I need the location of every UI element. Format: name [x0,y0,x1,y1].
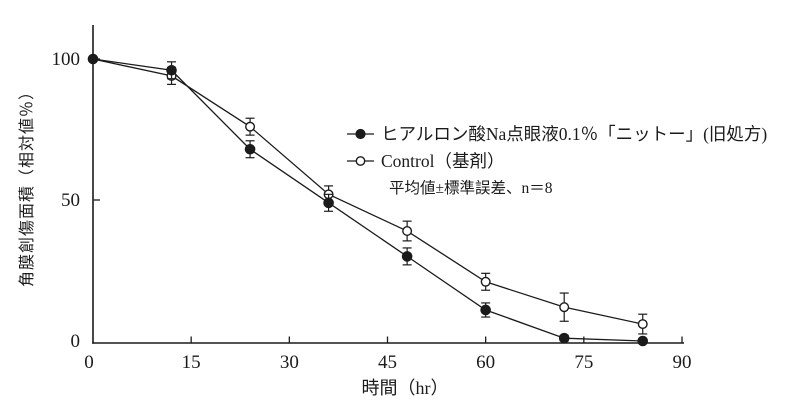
stats-note: 平均値±標準誤差、n＝8 [389,180,553,197]
x-tick-label: 45 [378,352,397,373]
data-point-treatment [87,53,99,65]
data-point-treatment [637,335,649,347]
data-point-control [637,319,648,330]
x-tick-label: 75 [574,352,593,373]
y-tick-label: 50 [61,190,80,211]
data-point-treatment [480,304,491,316]
legend: ヒアルロン酸Na点眼液0.1％「ニットー」(旧処方) Control（基剤） 平… [347,120,767,198]
data-point-treatment [323,197,334,209]
data-point-control [559,302,570,313]
data-point-control [480,276,491,287]
y-axis-title: 角膜創傷面積（相対値％） [19,82,36,288]
series-line-treatment [92,58,643,342]
x-tick-label: 90 [673,352,692,373]
data-point-control [402,226,413,237]
x-tick-label: 15 [182,352,201,373]
x-tick-label: 0 [84,352,94,373]
x-axis-title: 時間（hr） [361,378,449,398]
x-tick-label: 30 [280,352,299,373]
data-point-treatment [401,251,413,262]
data-point-treatment [166,64,177,76]
y-tick-label: 100 [52,49,81,70]
legend-label-treatment: ヒアルロン酸Na点眼液0.1％「ニットー」(旧処方) [381,124,768,144]
data-point-control [245,121,256,132]
data-point-treatment [244,143,256,155]
legend-label-control: Control（基剤） [381,151,505,171]
open-circle-marker-icon [347,155,374,166]
legend-item-treatment: ヒアルロン酸Na点眼液0.1％「ニットー」(旧処方) [347,120,767,147]
filled-circle-marker-icon [347,128,374,139]
data-point-treatment [558,332,570,344]
series-line-control [92,58,643,325]
legend-item-control: Control（基剤） [347,147,767,174]
y-tick-label: 0 [71,331,81,352]
x-tick-label: 60 [476,352,495,373]
